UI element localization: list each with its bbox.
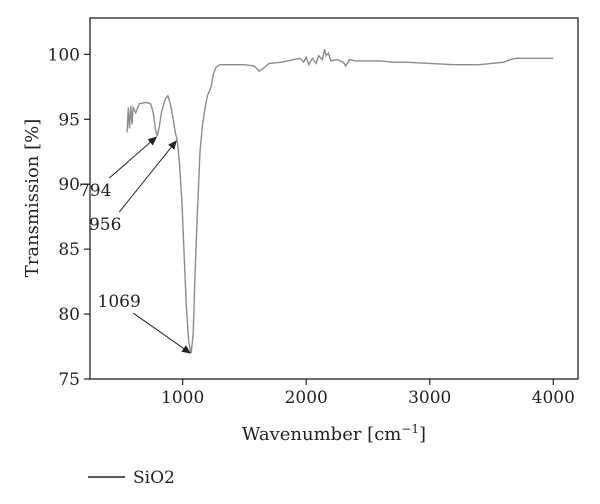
x-axis-ticks: 1000 2000 3000 4000 [161, 379, 575, 408]
y-tick-label-90: 90 [58, 175, 80, 195]
series-line-sio2 [126, 49, 554, 354]
y-tick-label-95: 95 [58, 110, 80, 130]
annotation-label-794: 794 [79, 181, 111, 201]
annotation-arrow-794 [108, 136, 157, 179]
y-axis-ticks: 75 80 85 90 95 100 [48, 45, 90, 390]
y-tick-label-75: 75 [58, 370, 80, 390]
y-tick-label-100: 100 [48, 45, 80, 65]
x-tick-label-3000: 3000 [408, 388, 451, 408]
y-axis-title: Transmission [%] [22, 119, 43, 278]
x-tick-label-2000: 2000 [285, 388, 328, 408]
x-tick-label-4000: 4000 [532, 388, 575, 408]
annotation-label-1069: 1069 [98, 292, 141, 312]
annotation-label-956: 956 [89, 215, 121, 235]
x-axis-title: Wavenumber [cm−1] [242, 422, 426, 445]
y-tick-label-80: 80 [58, 305, 80, 325]
legend: SiO2 [88, 468, 175, 488]
y-tick-label-85: 85 [58, 240, 80, 260]
x-tick-label-1000: 1000 [161, 388, 204, 408]
peak-annotations: 794 956 1069 [79, 136, 192, 354]
legend-label-sio2: SiO2 [133, 468, 175, 488]
plot-frame [89, 17, 579, 380]
annotation-arrow-1069 [132, 312, 192, 354]
annotation-arrow-956 [118, 140, 177, 213]
